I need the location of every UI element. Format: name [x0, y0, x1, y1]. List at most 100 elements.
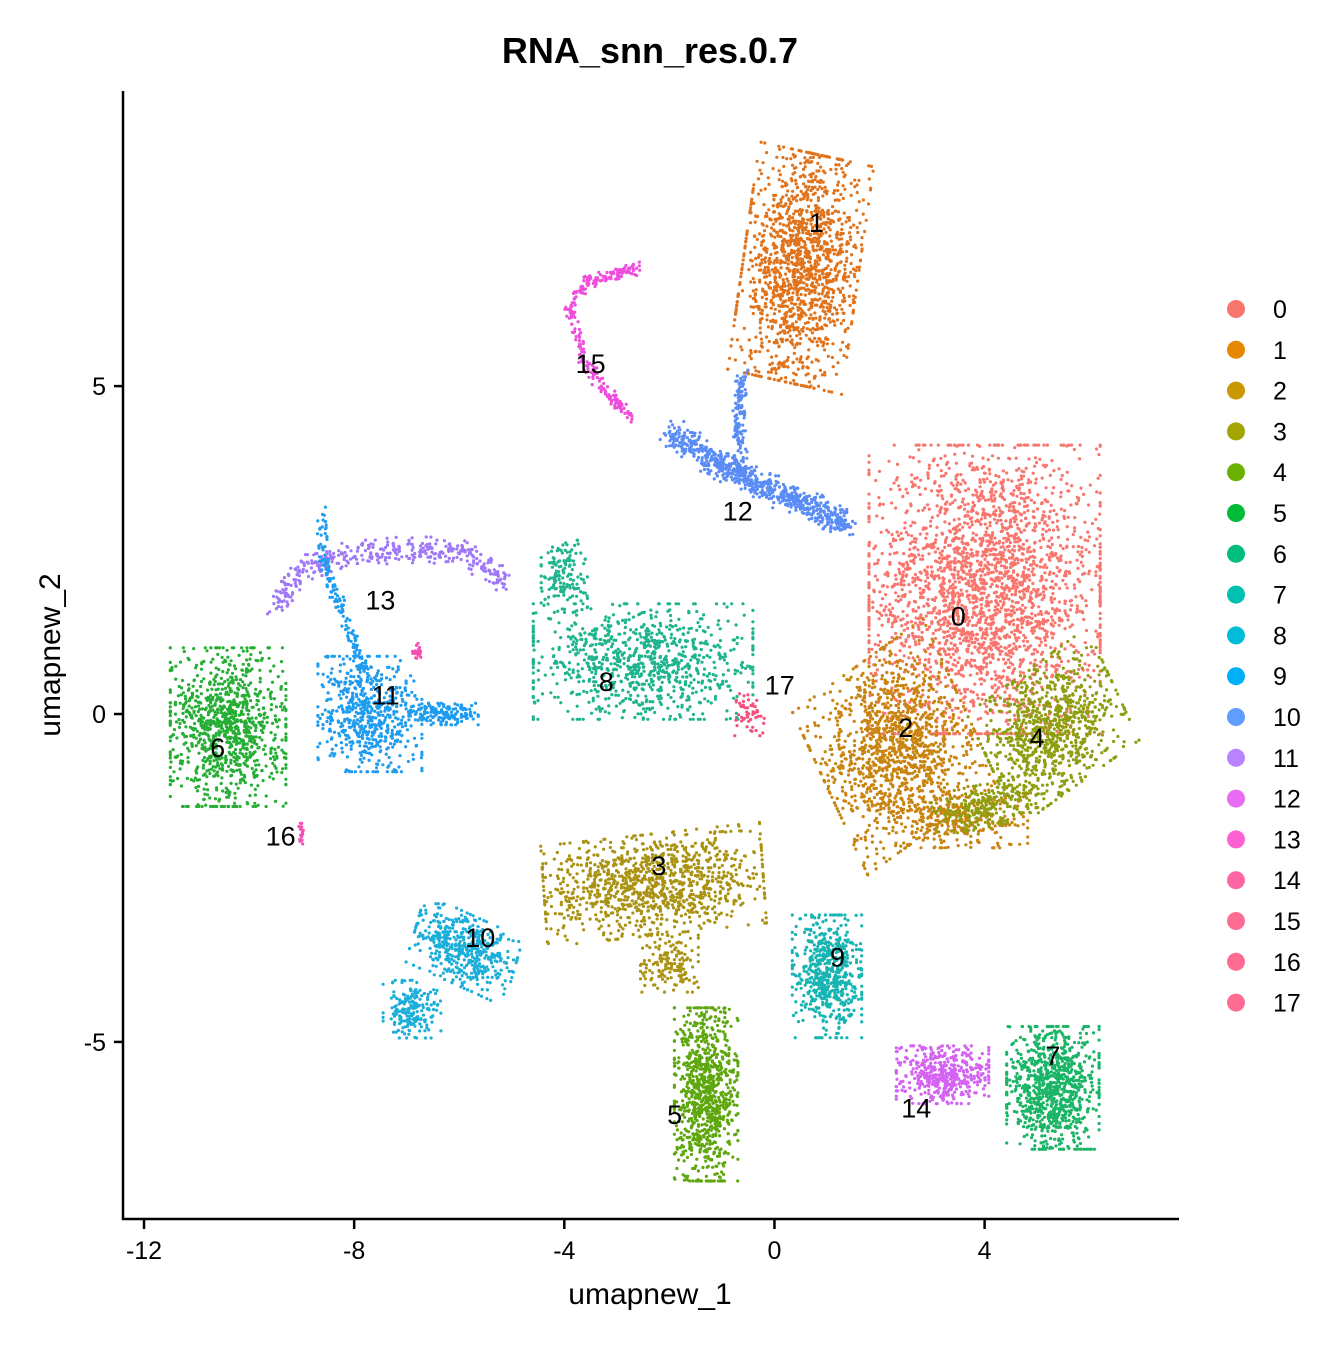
data-point: [1009, 609, 1013, 613]
data-point: [967, 709, 971, 713]
data-point: [979, 615, 983, 619]
data-point: [971, 588, 975, 592]
data-point: [993, 513, 998, 517]
data-point: [982, 660, 986, 664]
data-point: [990, 499, 994, 503]
data-point: [784, 254, 788, 258]
data-point: [1010, 604, 1014, 608]
data-point: [892, 551, 897, 555]
data-point: [841, 293, 846, 297]
data-point: [977, 620, 981, 625]
data-point: [867, 609, 871, 613]
data-point: [1062, 514, 1066, 519]
data-point: [988, 480, 993, 484]
data-point: [944, 639, 949, 644]
data-point: [974, 553, 979, 557]
data-point: [884, 660, 888, 665]
data-point: [1032, 587, 1036, 592]
data-point: [1050, 459, 1054, 463]
data-point: [757, 370, 761, 374]
data-point: [1010, 671, 1015, 675]
data-point: [1008, 622, 1012, 626]
data-point: [759, 344, 763, 348]
data-point: [779, 197, 783, 202]
data-point: [1096, 476, 1100, 480]
data-point: [979, 716, 983, 720]
data-point: [908, 547, 912, 552]
data-point: [924, 735, 928, 739]
data-point: [788, 324, 793, 328]
data-point: [1080, 545, 1084, 550]
data-point: [911, 656, 915, 660]
data-point: [988, 553, 992, 557]
data-point: [989, 497, 993, 501]
data-point: [1027, 478, 1031, 482]
data-point: [803, 302, 807, 307]
data-point: [1020, 603, 1025, 607]
data-point: [760, 341, 764, 345]
data-point: [972, 658, 977, 663]
data-point: [979, 517, 984, 521]
data-point: [840, 785, 845, 790]
data-point: [956, 551, 960, 555]
data-point: [995, 688, 999, 692]
data-point: [832, 252, 836, 256]
data-point: [963, 766, 968, 770]
data-point: [991, 655, 995, 659]
data-point: [955, 548, 960, 552]
data-point: [1053, 621, 1057, 625]
data-point: [983, 480, 987, 484]
data-point: [781, 230, 785, 234]
data-point: [1015, 608, 1019, 612]
data-point: [830, 299, 834, 303]
data-point: [918, 620, 922, 625]
data-point: [978, 485, 982, 489]
data-point: [915, 694, 919, 698]
data-point: [963, 690, 967, 694]
data-point: [820, 373, 824, 377]
data-point: [759, 140, 763, 144]
data-point: [1005, 675, 1009, 679]
data-point: [1098, 512, 1102, 516]
data-point: [809, 384, 813, 388]
data-point: [1016, 526, 1020, 530]
data-point: [921, 554, 925, 558]
data-point: [811, 179, 815, 183]
data-point: [1007, 505, 1012, 509]
data-point: [887, 660, 891, 664]
data-point: [825, 250, 829, 255]
data-point: [901, 494, 905, 499]
data-point: [983, 789, 987, 793]
data-point: [824, 230, 828, 235]
data-point: [1080, 596, 1084, 600]
data-point: [855, 183, 859, 187]
data-point: [773, 341, 778, 345]
data-point: [880, 613, 884, 618]
data-point: [952, 635, 956, 639]
data-point: [863, 229, 867, 234]
data-point: [841, 184, 845, 188]
data-point: [941, 793, 945, 797]
data-point: [894, 591, 898, 595]
data-point: [1098, 604, 1102, 608]
data-point: [939, 680, 943, 684]
data-point: [1021, 552, 1025, 556]
data-point: [1059, 477, 1063, 481]
data-point: [881, 584, 886, 588]
data-point: [802, 245, 806, 249]
data-point: [942, 790, 946, 794]
data-point: [1078, 457, 1082, 461]
data-point: [911, 608, 915, 612]
data-point: [1041, 527, 1045, 531]
data-point: [1012, 549, 1017, 553]
data-point: [842, 674, 846, 678]
data-point: [792, 219, 796, 223]
data-point: [769, 226, 774, 230]
data-point: [971, 466, 975, 470]
data-point: [904, 846, 908, 850]
data-point: [774, 320, 778, 324]
data-point: [843, 779, 847, 784]
data-point: [784, 376, 788, 380]
data-point: [921, 812, 925, 816]
data-point: [960, 667, 964, 671]
